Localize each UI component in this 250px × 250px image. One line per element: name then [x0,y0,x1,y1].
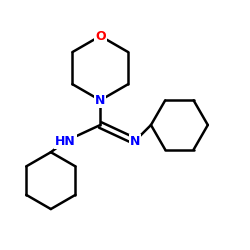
Text: N: N [130,134,140,147]
Text: O: O [95,30,106,43]
Text: HN: HN [55,134,76,147]
Text: N: N [95,94,106,107]
